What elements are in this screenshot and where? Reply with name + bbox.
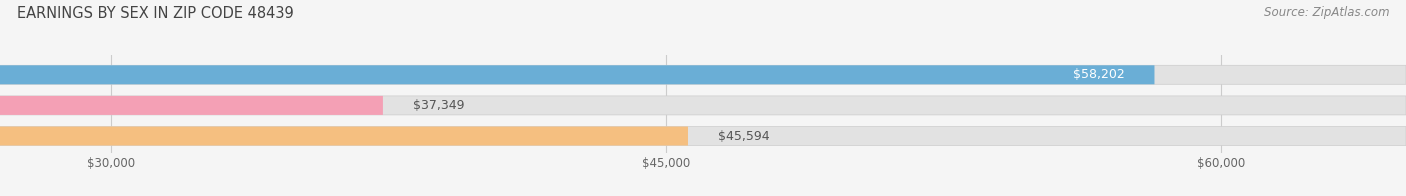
Text: $58,202: $58,202 <box>1073 68 1125 81</box>
FancyBboxPatch shape <box>0 127 688 145</box>
FancyBboxPatch shape <box>0 65 1154 84</box>
FancyBboxPatch shape <box>0 96 382 115</box>
FancyBboxPatch shape <box>0 96 1406 115</box>
Text: EARNINGS BY SEX IN ZIP CODE 48439: EARNINGS BY SEX IN ZIP CODE 48439 <box>17 6 294 21</box>
FancyBboxPatch shape <box>0 127 1406 145</box>
FancyBboxPatch shape <box>0 65 1406 84</box>
Text: $37,349: $37,349 <box>412 99 464 112</box>
Text: $45,594: $45,594 <box>717 130 769 142</box>
Text: Source: ZipAtlas.com: Source: ZipAtlas.com <box>1264 6 1389 19</box>
